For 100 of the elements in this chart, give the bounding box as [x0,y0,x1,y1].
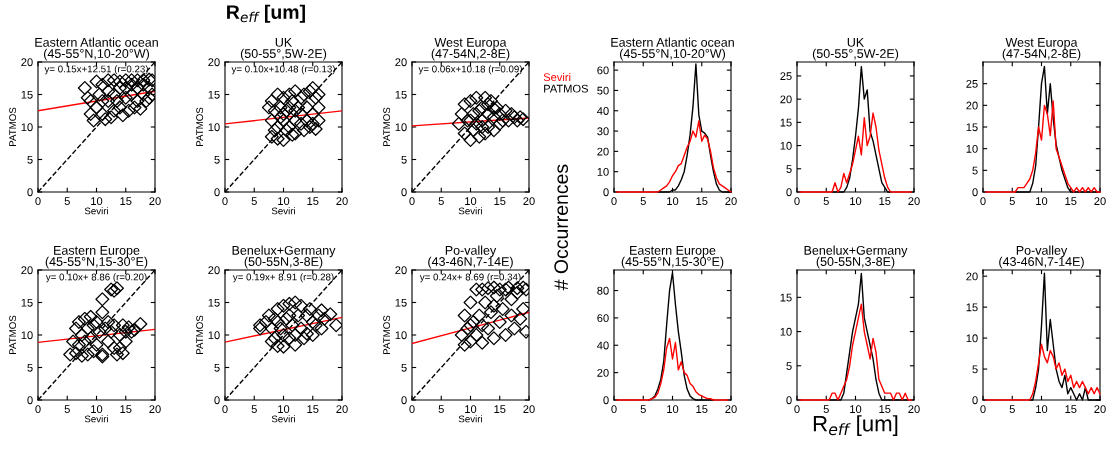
y-tick-label: 10 [780,141,792,150]
x-tick-label: 20 [1094,405,1106,414]
chart-title: Eastern Europe (45-55°N,15-30°E) [45,246,148,269]
x-tick-label: 20 [336,405,348,414]
y-tick-label: 5 [214,155,220,164]
x-tick-label: 10 [850,197,862,206]
x-tick-label: 20 [908,197,920,206]
x-tick-label: 5 [823,405,829,414]
annotation: y= 0.06x+10.18 (r=0.09) [418,65,522,75]
chart-title: Po-valley (43-46N,7-14E) [999,245,1084,269]
text: R$_{eff}$ [um] [227,4,305,23]
x-tick-label: 20 [149,405,161,414]
y-axis-title: PATMOS [196,315,204,355]
x-tick-label: 15 [879,405,891,414]
x-tick-label: 0 [35,405,41,414]
x-tick-label: 0 [409,197,415,206]
y-tick-label: 50 [597,86,609,95]
y-tick-label: 15 [395,298,407,307]
y-tick-label: 15 [21,90,33,99]
x-tick-label: 10 [1036,197,1048,206]
y-tick-label: 0 [401,396,407,405]
x-tick-label: 0 [611,197,617,206]
x-tick-label: 20 [149,197,161,206]
x-axis-title: Seviri [458,207,482,215]
y-tick-label: 40 [597,341,609,350]
y-tick-label: 20 [780,95,792,104]
x-tick-label: 5 [64,405,70,414]
y-tick-label: 0 [214,396,220,405]
chart-title: Benelux+Germany (50-55N,3-8E) [232,245,336,269]
x-tick-label: 5 [251,405,257,414]
y-tick-label: 20 [597,368,609,377]
x-tick-label: 5 [1009,197,1015,206]
x-tick-label: 15 [307,197,319,206]
x-tick-label: 5 [640,405,646,414]
chart-title: UK (50-55°,5W-2E) [812,38,899,61]
text: Seviri [543,72,571,82]
x-tick-label: 10 [667,197,679,206]
y-axis-title: PATMOS [196,107,204,147]
y-tick-label: 60 [597,314,609,323]
y-tick-label: 0 [27,396,33,405]
y-tick-label: 20 [966,272,978,281]
y-tick-label: 15 [21,298,33,307]
x-tick-label: 20 [725,405,737,414]
x-tick-label: 10 [465,197,477,206]
y-tick-label: 80 [597,286,609,295]
chart-title: Eastern Atlantic ocean (45-55°N,10-20°W) [611,37,734,61]
x-tick-label: 0 [794,405,800,414]
y-tick-label: 5 [27,155,33,164]
chart-title: West Europa (47-54N,2-8E) [431,38,510,61]
y-tick-label: 0 [972,396,978,405]
x-axis-title: Seviri [84,207,108,215]
chart-title: UK (50-55°,5W-2E) [240,38,327,61]
annotation: y= 0.24x+ 8.69 (r=0.34) [419,273,521,283]
y-tick-label: 5 [401,363,407,372]
annotation: y= 0.10x+10.48 (r=0.13) [231,65,335,75]
y-axis-title: PATMOS [383,315,391,355]
x-tick-label: 5 [251,197,257,206]
y-tick-label: 15 [966,303,978,312]
x-axis-title: Seviri [271,415,295,423]
y-tick-label: 0 [27,188,33,197]
x-tick-label: 10 [850,405,862,414]
x-tick-label: 10 [91,405,103,414]
x-tick-label: 10 [465,405,477,414]
y-tick-label: 10 [21,123,33,132]
x-tick-label: 0 [980,197,986,206]
y-tick-label: 0 [603,188,609,197]
x-tick-label: 10 [278,197,290,206]
y-tick-label: 15 [780,293,792,302]
x-tick-label: 20 [523,405,535,414]
chart-title: West Europa (47-54N,2-8E) [1002,38,1081,61]
y-tick-label: 25 [780,72,792,81]
x-tick-label: 0 [222,197,228,206]
chart-title: Eastern Europe (45-55°N,15-30°E) [621,246,724,269]
x-tick-label: 5 [823,197,829,206]
x-tick-label: 0 [409,405,415,414]
x-tick-label: 10 [91,197,103,206]
y-tick-label: 20 [208,58,220,67]
x-tick-label: 0 [794,197,800,206]
chart-title: Benelux+Germany (50-55N,3-8E) [804,245,908,269]
y-tick-label: 5 [972,166,978,175]
annotation: y= 0.10x+ 8.86 (r=0.20) [45,273,147,283]
y-tick-label: 20 [395,266,407,275]
y-axis-title: PATMOS [383,107,391,147]
x-tick-label: 5 [438,405,444,414]
x-tick-label: 0 [611,405,617,414]
y-tick-label: 0 [401,188,407,197]
x-tick-label: 15 [696,197,708,206]
y-tick-label: 10 [395,331,407,340]
y-tick-label: 20 [966,101,978,110]
y-tick-label: 10 [597,167,609,176]
y-tick-label: 0 [786,188,792,197]
x-tick-label: 15 [307,405,319,414]
annotation: y= 0.15x+12.51 (r=0.23) [44,65,148,75]
x-tick-label: 10 [278,405,290,414]
x-axis-title: R$_{eff}$ [um] [813,415,898,436]
x-tick-label: 15 [120,405,132,414]
y-tick-label: 10 [208,123,220,132]
y-tick-label: 20 [395,58,407,67]
y-tick-label: 20 [21,266,33,275]
x-axis-title: Seviri [271,207,295,215]
